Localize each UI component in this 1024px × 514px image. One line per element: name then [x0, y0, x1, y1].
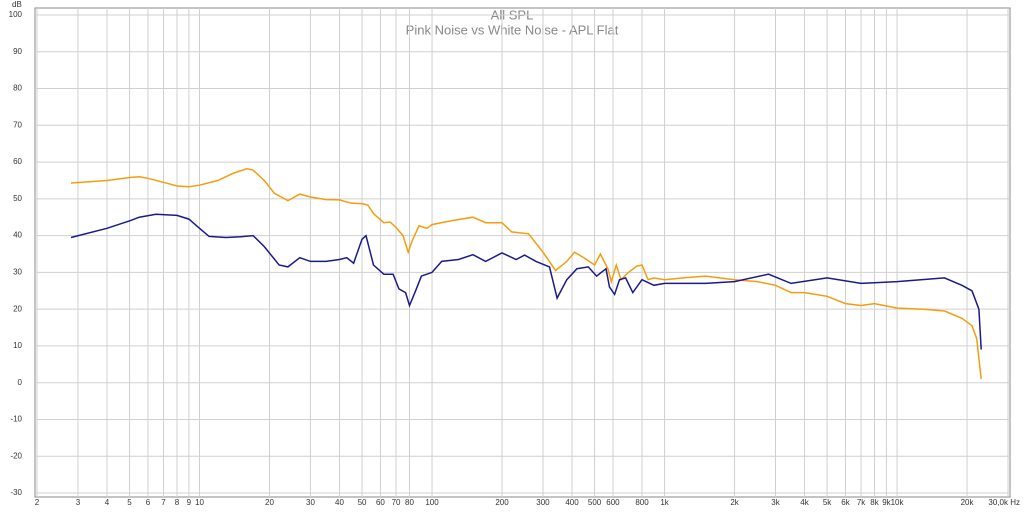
y-tick-label: 80	[13, 84, 22, 93]
x-tick-label: 70	[392, 498, 401, 507]
plot-area	[34, 7, 1011, 498]
x-tick-label: 2k	[730, 498, 739, 507]
y-tick-label: -30	[10, 488, 22, 497]
y-tick-label: -10	[10, 415, 22, 424]
x-tick-label: 3k	[771, 498, 780, 507]
y-axis-label: dB	[12, 0, 22, 9]
x-tick-label: 100	[425, 498, 439, 507]
series-line	[70, 213, 982, 350]
y-tick-label: -20	[10, 451, 22, 460]
x-tick-label: 20k	[961, 498, 975, 507]
y-tick-label: 70	[13, 120, 22, 129]
x-tick-label: 3	[76, 498, 81, 507]
y-tick-label: 0	[18, 378, 23, 387]
x-tick-label: 200	[495, 498, 509, 507]
x-tick-label: 2	[35, 498, 40, 507]
x-tick-label: 10	[195, 498, 204, 507]
x-tick-label: 400	[565, 498, 579, 507]
x-tick-label: 10k	[891, 498, 905, 507]
x-tick-label: 800	[635, 498, 649, 507]
x-tick-label: 9	[187, 498, 192, 507]
y-tick-label: 60	[13, 157, 22, 166]
x-tick-label: 20	[265, 498, 274, 507]
y-tick-label: 40	[13, 231, 22, 240]
y-tick-label: 50	[13, 194, 22, 203]
x-tick-label: 500	[588, 498, 602, 507]
x-tick-label: 4k	[800, 498, 809, 507]
x-tick-label: 60	[376, 498, 385, 507]
x-tick-label: 40	[335, 498, 344, 507]
x-tick-label: 600	[606, 498, 620, 507]
x-tick-label: 30,0k Hz	[988, 498, 1020, 507]
y-tick-label: 20	[13, 304, 22, 313]
x-tick-label: 8k	[870, 498, 879, 507]
x-tick-label: 7	[161, 498, 166, 507]
x-tick-label: 9k	[882, 498, 891, 507]
x-tick-label: 5	[127, 498, 132, 507]
x-tick-label: 4	[105, 498, 110, 507]
y-tick-label: 90	[13, 47, 22, 56]
x-tick-label: 6	[146, 498, 151, 507]
x-tick-label: 1k	[660, 498, 669, 507]
y-tick-label: 10	[13, 341, 22, 350]
x-tick-label: 6k	[841, 498, 850, 507]
x-tick-label: 30	[306, 498, 315, 507]
y-tick-label: 30	[13, 267, 22, 276]
y-tick-label: 100	[9, 10, 23, 19]
chart-subtitle: Pink Noise vs White Noise - APL Flat	[406, 22, 619, 37]
x-tick-label: 7k	[857, 498, 866, 507]
x-tick-label: 8	[175, 498, 180, 507]
x-tick-label: 80	[405, 498, 414, 507]
x-tick-label: 5k	[823, 498, 832, 507]
x-tick-label: 300	[536, 498, 550, 507]
x-tick-label: 50	[358, 498, 367, 507]
series-line	[70, 167, 982, 380]
